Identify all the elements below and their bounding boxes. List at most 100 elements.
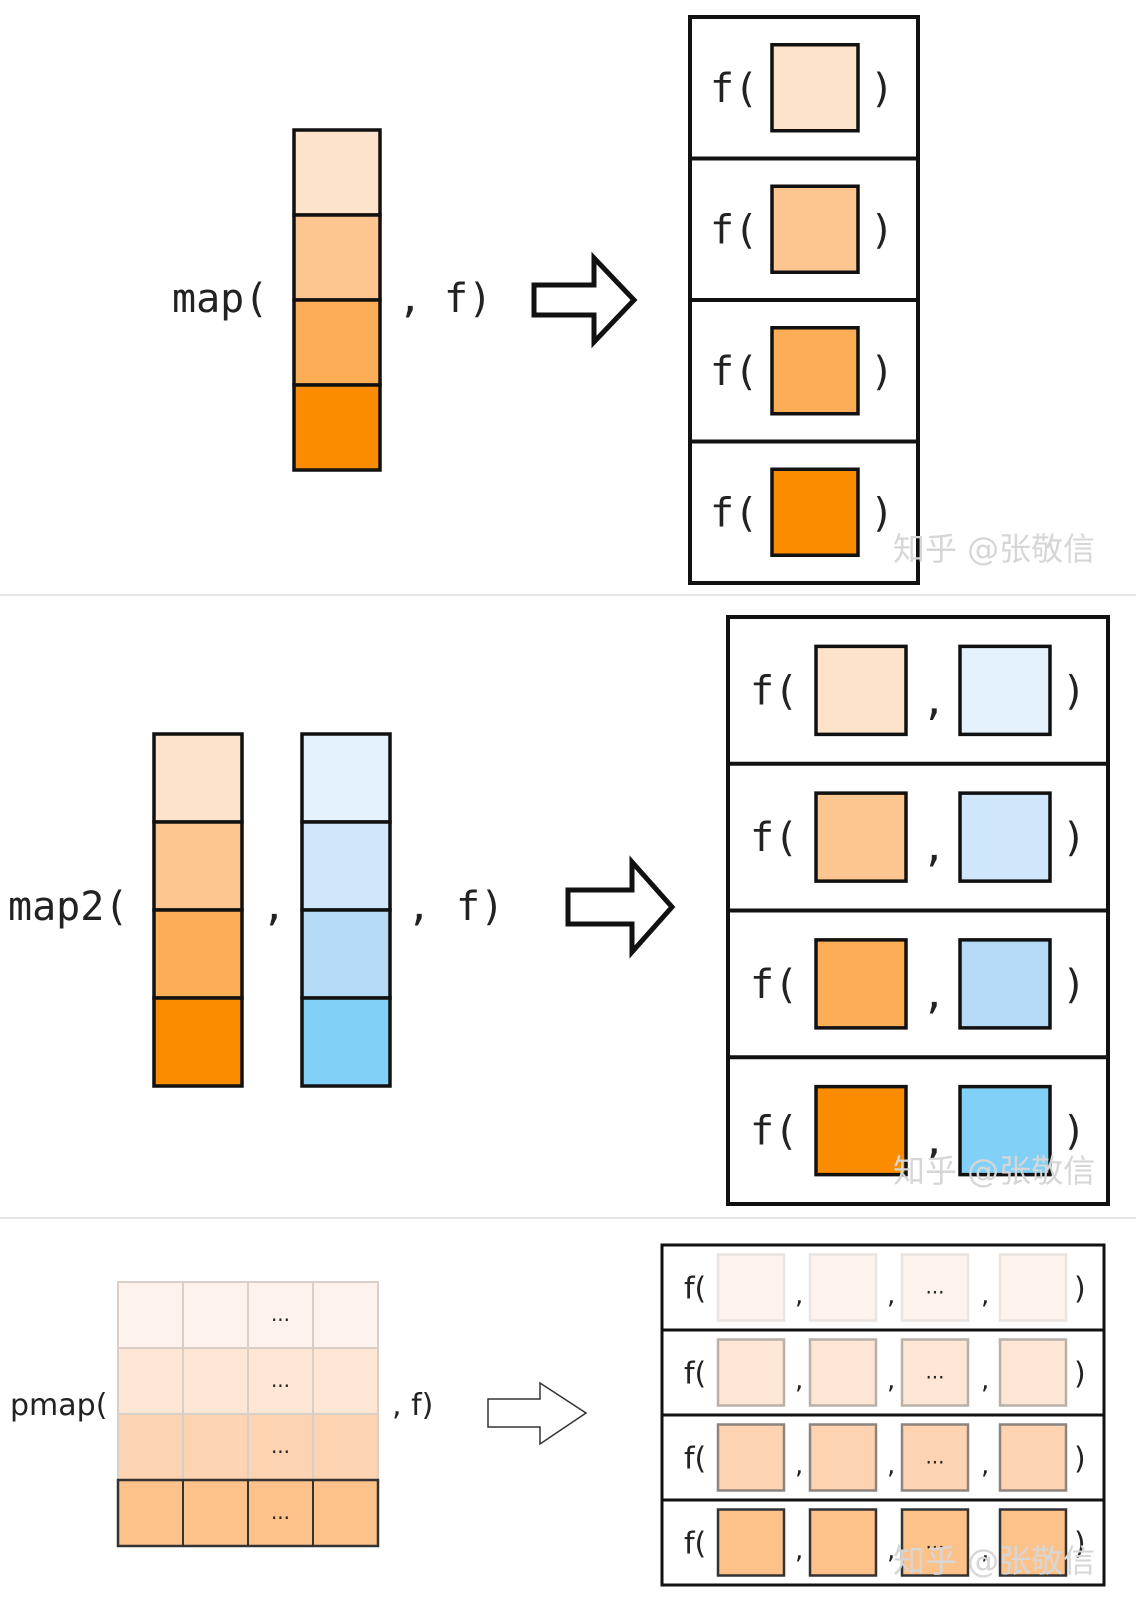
pmap-row-comma: , — [981, 1451, 989, 1481]
pmap-row-comma: , — [795, 1536, 803, 1566]
pmap-input-cell — [182, 1281, 249, 1349]
pmap-row-comma: , — [795, 1366, 803, 1396]
map2-row-f-label: f( — [750, 1109, 798, 1155]
pmap-row-comma: , — [887, 1366, 895, 1396]
pmap-row-dots: ... — [925, 1360, 944, 1384]
map-row-close: ) — [870, 490, 894, 536]
map-section: map( , f) f() f() f() f() — [172, 15, 920, 585]
map2-output-rows: f(,) f(,) f(,) f(,) — [728, 644, 1108, 1177]
map2-x-cell — [152, 820, 244, 912]
pmap-row-close: ) — [1074, 1272, 1086, 1307]
map-output-rows: f() f() f() f() — [690, 43, 918, 557]
pmap-row-close: ) — [1074, 1442, 1086, 1477]
pmap-row-element — [900, 1338, 970, 1407]
pmap-row-element — [808, 1508, 878, 1577]
pmap-row-element — [716, 1423, 786, 1492]
pmap-input-cell — [182, 1347, 249, 1415]
map2-row-x-element — [814, 644, 908, 737]
map2-row-close: ) — [1062, 815, 1086, 861]
pmap-input-cell — [182, 1413, 249, 1481]
pmap-row-element — [808, 1338, 878, 1407]
pmap-last-row-outline — [116, 1478, 380, 1548]
pmap-row-comma: , — [887, 1536, 895, 1566]
pmap-row-close: ) — [1074, 1357, 1086, 1392]
pmap-row-comma: , — [795, 1451, 803, 1481]
pmap-fn-label: pmap( — [10, 1388, 107, 1423]
pmap-row-f-label: f( — [684, 1357, 706, 1392]
map-input-cell — [292, 298, 382, 387]
map2-row-y-element — [958, 938, 1052, 1030]
map2-row-x-element — [814, 1084, 908, 1177]
map2-x-cell — [152, 732, 244, 824]
map-fn-label: map( — [172, 276, 268, 322]
map2-row-y-element — [958, 1084, 1052, 1177]
map-input-cell — [292, 213, 382, 302]
map-row-close: ) — [870, 66, 894, 112]
pmap-arrow-icon — [487, 1381, 588, 1446]
map-comma: , — [398, 276, 422, 322]
pmap-input-cell — [312, 1347, 379, 1415]
map2-input-column-y — [300, 732, 392, 1088]
pmap-row-f-label: f( — [684, 1527, 706, 1562]
map-input-cell — [292, 128, 382, 217]
map-row-element — [770, 43, 860, 133]
map2-x-cell — [152, 996, 244, 1088]
pmap-row-element — [900, 1508, 970, 1577]
pmap-f-close: , f) — [392, 1388, 433, 1423]
pmap-input-ellipsis: ... — [271, 1500, 290, 1524]
pmap-input-ellipsis: ... — [271, 1434, 290, 1458]
pmap-row-comma: , — [981, 1281, 989, 1311]
map2-input-column-x — [152, 732, 244, 1088]
map2-f-close: f) — [456, 884, 504, 930]
pmap-input-cell — [117, 1347, 184, 1415]
map-row-f-label: f( — [710, 349, 758, 395]
pmap-row-dots: ... — [925, 1275, 944, 1299]
map-row-f-label: f( — [710, 490, 758, 536]
map-row-f-label: f( — [710, 66, 758, 112]
pmap-row-element — [998, 1508, 1068, 1577]
pmap-row-close: ) — [1074, 1527, 1086, 1562]
pmap-row-element — [900, 1253, 970, 1322]
map2-row-close: ) — [1062, 962, 1086, 1008]
map2-row-x-element — [814, 938, 908, 1030]
pmap-input-cell — [247, 1413, 314, 1481]
pmap-row-element — [716, 1253, 786, 1322]
map2-row-close: ) — [1062, 668, 1086, 714]
pmap-row-comma: , — [981, 1536, 989, 1566]
map2-row-comma: , — [922, 1119, 946, 1165]
watermark-1: 知乎 @张敬信 — [893, 530, 1095, 568]
pmap-input-grid: ............ — [116, 1281, 380, 1548]
map2-y-cell — [300, 996, 392, 1088]
map2-row-comma: , — [922, 972, 946, 1018]
map2-fn-label: map2( — [8, 884, 128, 930]
map-arrow-icon — [531, 251, 638, 349]
pmap-row-element — [716, 1338, 786, 1407]
map2-row-y-element — [958, 644, 1052, 737]
pmap-input-cell — [117, 1413, 184, 1481]
pmap-row-comma: , — [981, 1366, 989, 1396]
pmap-input-ellipsis: ... — [271, 1368, 290, 1392]
map2-y-cell — [300, 820, 392, 912]
map-row-close: ) — [870, 207, 894, 253]
pmap-row-comma: , — [887, 1451, 895, 1481]
map2-row-f-label: f( — [750, 668, 798, 714]
map2-row-close: ) — [1062, 1109, 1086, 1155]
pmap-row-element — [808, 1253, 878, 1322]
map2-row-comma: , — [922, 678, 946, 724]
pmap-input-cell — [312, 1281, 379, 1349]
watermark-2: 知乎 @张敬信 — [893, 1152, 1095, 1190]
map2-y-cell — [300, 732, 392, 824]
pmap-input-cell — [117, 1281, 184, 1349]
pmap-section: pmap( ............ , f) f(...,,,) f(...,,… — [10, 1243, 1106, 1587]
pmap-input-ellipsis: ... — [271, 1302, 290, 1326]
map2-section: map2( , , f) f(,) f(,) f(,) f(,) — [8, 615, 1110, 1206]
map-input-cell — [292, 383, 382, 472]
map-row-element — [770, 467, 860, 557]
pmap-row-element — [998, 1423, 1068, 1492]
map-row-element — [770, 326, 860, 416]
map2-row-f-label: f( — [750, 962, 798, 1008]
pmap-row-element — [716, 1508, 786, 1577]
map-input-column — [292, 128, 382, 472]
